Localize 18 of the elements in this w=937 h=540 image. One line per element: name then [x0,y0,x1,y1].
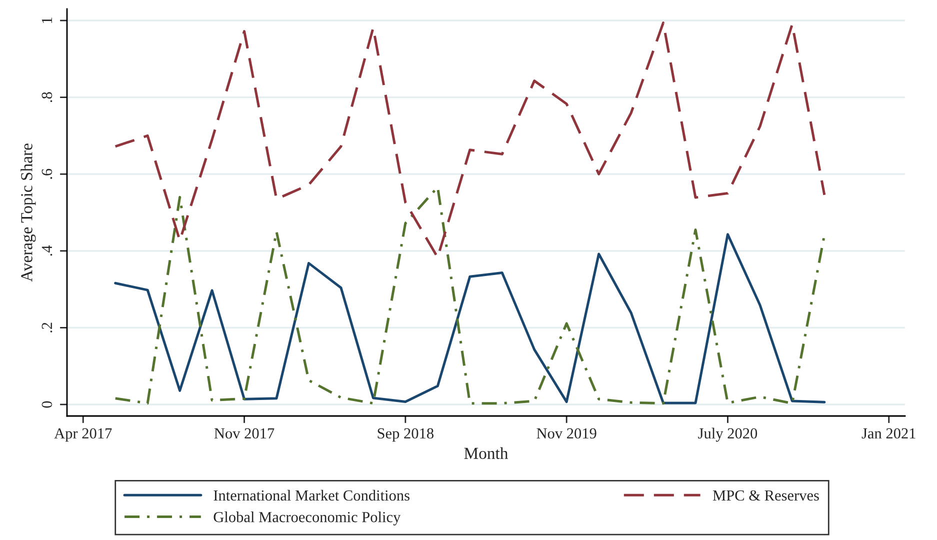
legend-label: Global Macroeconomic Policy [214,511,401,526]
x-tick-label: Jan 2021 [862,428,916,439]
x-tick-label: Sep 2018 [378,428,434,442]
x-tick-label: Apr 2017 [54,428,112,442]
y-tick-label: .6 [42,168,52,179]
legend-label: MPC & Reserves [712,490,819,501]
x-axis-title: Month [464,447,508,459]
y-tick-label: .2 [42,322,52,332]
y-tick-label: .8 [42,92,52,102]
legend-label: International Market Conditions [214,490,410,501]
line-series [114,233,826,404]
x-tick-label: July 2020 [698,428,758,442]
x-tick-label: Nov 2019 [536,428,596,439]
x-tick-label: Nov 2017 [214,428,274,439]
y-tick-label: .4 [42,245,52,256]
y-tick-label: 0 [42,401,52,408]
y-axis-title: Average Topic Share [20,144,36,282]
y-tick-label: 1 [42,18,52,23]
